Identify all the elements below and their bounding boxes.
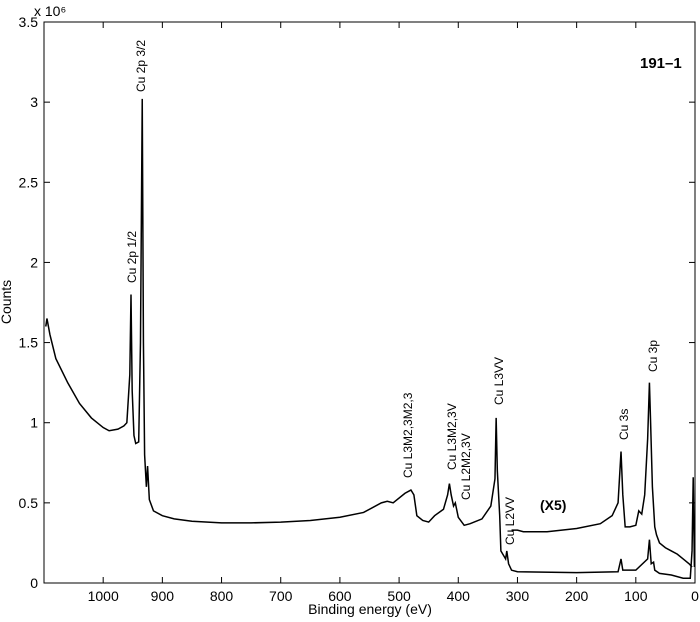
x-tick-label: 700 [269,588,293,604]
peak-annotation: Cu L2VV [503,497,517,545]
y-tick-label: 1.5 [19,335,39,351]
peak-annotation: Cu 3s [617,409,631,440]
peak-annotation: Cu 2p 3/2 [134,40,148,92]
peak-annotation: Cu L2M2,3V [459,433,473,500]
peak-annotation: (X5) [540,497,566,513]
spectrum-line [45,98,696,579]
x-tick-label: 400 [447,588,471,604]
y-tick-label: 0 [30,575,38,591]
y-tick-label: 2.5 [19,174,39,190]
peak-annotation: Cu L3M2,3V [445,403,459,470]
x-tick-label: 900 [151,588,175,604]
y-axis-label: Counts [0,280,14,324]
y-tick-label: 1 [30,415,38,431]
tag: 191–1 [640,55,682,72]
x-tick-label: 600 [328,588,352,604]
x-tick-label: 100 [624,588,648,604]
x-tick-label: 800 [210,588,234,604]
y-tick-label: 3.5 [19,14,39,30]
x-tick-label: 200 [565,588,589,604]
x-axis-label: Binding energy (eV) [308,601,432,617]
exponent-label: x 10⁶ [34,3,66,19]
y-tick-label: 2 [30,254,38,270]
plot-frame [43,21,696,584]
peak-annotation: Cu 3p [646,340,660,372]
spectrum-line [511,382,693,568]
peak-annotation: Cu 2p 1/2 [125,231,139,283]
x-tick-label: 0 [691,588,699,604]
y-tick-label: 3 [30,94,38,110]
x-tick-label: 1000 [88,588,119,604]
peak-annotation: Cu L3M2,3M2,3 [401,392,415,478]
y-tick-label: 0.5 [19,495,39,511]
x-tick-label: 500 [387,588,411,604]
x-tick-label: 300 [506,588,530,604]
peak-annotation: Cu L3VV [492,357,506,405]
